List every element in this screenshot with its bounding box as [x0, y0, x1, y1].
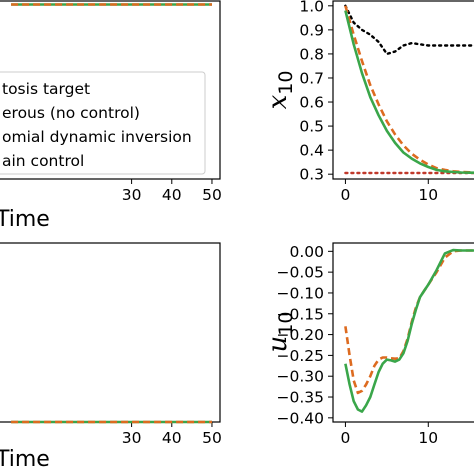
legend-box: [0, 71, 206, 175]
legend-entry-label: omial dynamic inversion: [2, 128, 192, 146]
y-tick-label: −0.20: [277, 326, 325, 344]
svg-text:u10: u10: [263, 312, 297, 353]
x-tick-label: 30: [122, 186, 142, 204]
axes-frame-top-right: [332, 0, 474, 180]
y-tick-label: 0.6: [299, 94, 324, 112]
legend-entry-label: tosis target: [2, 80, 90, 98]
y-axis-label-var: x: [263, 94, 293, 109]
series-line: [344, 249, 474, 395]
x-tick-label: 50: [202, 429, 222, 447]
series-line: [344, 248, 474, 413]
axes-frame-top-left: [0, 0, 221, 180]
svg-text:x10: x10: [263, 71, 297, 110]
y-tick-label: 0.00: [289, 243, 324, 261]
y-tick-label: 0.3: [299, 166, 324, 184]
y-tick-label: −0.05: [277, 264, 325, 282]
y-tick-label: 0.5: [299, 118, 324, 136]
y-tick-label: 0.7: [299, 69, 324, 87]
x-axis-label: Time: [0, 447, 50, 472]
x-tick-label: 40: [162, 429, 182, 447]
legend: tosis target erous (no control) omial dy…: [0, 71, 206, 175]
x-tick-label: 10: [418, 429, 438, 447]
y-tick-label: 0.8: [299, 45, 324, 63]
legend-entry-label: erous (no control): [2, 104, 140, 122]
y-tick-label: −0.15: [277, 305, 325, 323]
y-axis-label-sub: 10: [275, 71, 297, 95]
y-axis-label: x10: [263, 71, 297, 110]
series-line: [344, 10, 474, 174]
y-axis-label-var: u: [263, 336, 293, 353]
y-tick-label: 0.4: [299, 142, 324, 160]
y-tick-label: 1.0: [299, 0, 324, 15]
y-tick-label: −0.10: [277, 284, 325, 302]
axes-frame-bottom-left: [0, 242, 221, 423]
x-tick-label: 50: [202, 186, 222, 204]
y-tick-label: −0.35: [277, 389, 325, 407]
x-axis-label: Time: [0, 207, 50, 232]
x-tick-label: 0: [340, 186, 350, 204]
legend-entry-label: ain control: [2, 152, 84, 170]
y-axis-label: u10: [263, 312, 297, 353]
y-tick-label: −0.30: [277, 368, 325, 386]
y-tick-label: −0.25: [277, 347, 325, 365]
x-tick-label: 30: [122, 429, 142, 447]
axes-frame-bottom-right: [332, 242, 474, 423]
series-line: [344, 4, 474, 56]
x-tick-label: 40: [162, 186, 182, 204]
y-axis-label-sub: 10: [275, 312, 297, 336]
x-tick-label: 0: [340, 429, 350, 447]
x-tick-label: 10: [418, 186, 438, 204]
y-tick-label: 0.9: [299, 21, 324, 39]
y-tick-label: −0.40: [277, 409, 325, 427]
